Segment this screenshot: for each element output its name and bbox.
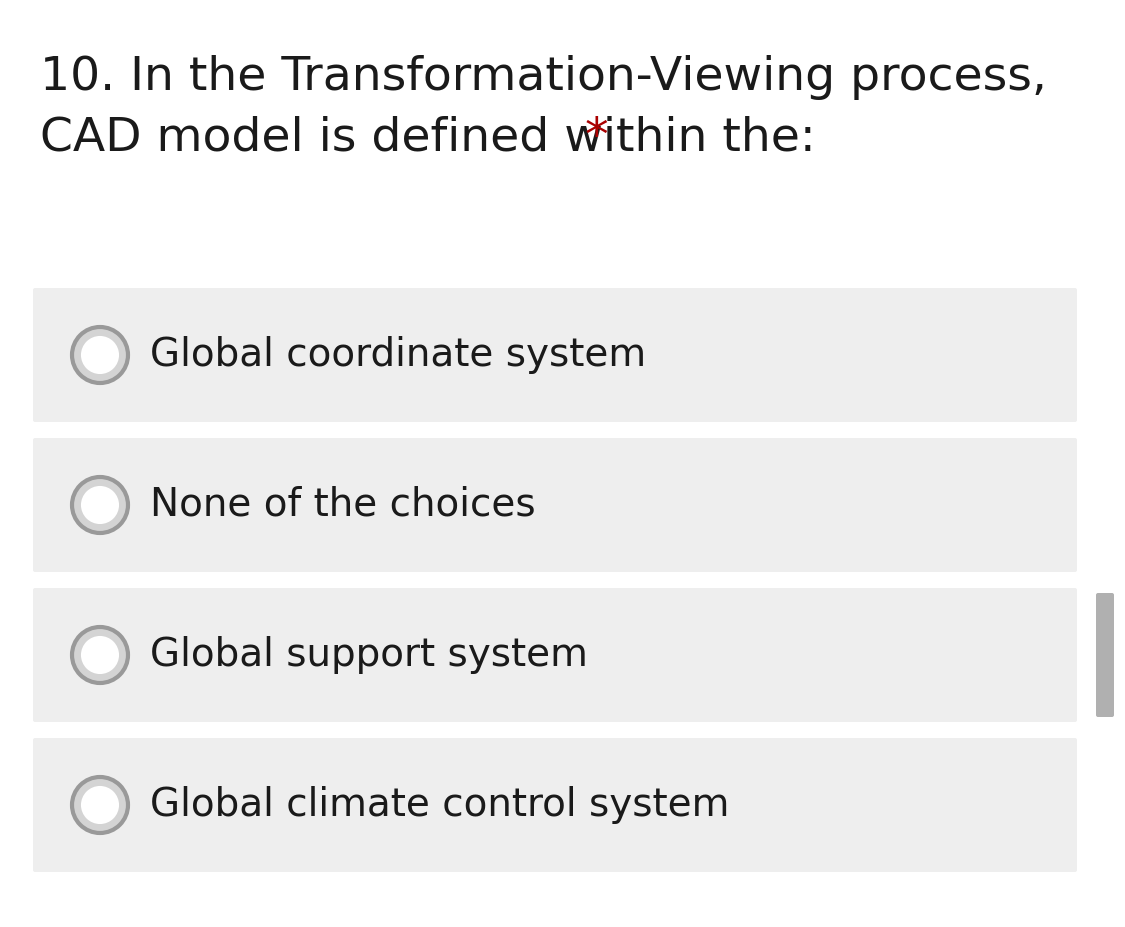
FancyBboxPatch shape xyxy=(33,588,1077,722)
Text: Global coordinate system: Global coordinate system xyxy=(150,336,646,374)
Ellipse shape xyxy=(72,477,128,533)
FancyBboxPatch shape xyxy=(1096,593,1114,717)
Ellipse shape xyxy=(72,777,128,833)
FancyBboxPatch shape xyxy=(33,438,1077,572)
Ellipse shape xyxy=(81,636,119,674)
Text: None of the choices: None of the choices xyxy=(150,486,536,524)
Text: CAD model is defined within the:: CAD model is defined within the: xyxy=(40,115,830,160)
Ellipse shape xyxy=(72,627,128,683)
Ellipse shape xyxy=(72,327,128,383)
Text: 10. In the Transformation-Viewing process,: 10. In the Transformation-Viewing proces… xyxy=(40,55,1047,100)
Text: Global climate control system: Global climate control system xyxy=(150,786,729,824)
FancyBboxPatch shape xyxy=(33,288,1077,422)
Text: Global support system: Global support system xyxy=(150,636,588,674)
Ellipse shape xyxy=(81,786,119,824)
Ellipse shape xyxy=(81,336,119,374)
Ellipse shape xyxy=(81,486,119,524)
FancyBboxPatch shape xyxy=(33,738,1077,872)
Text: *: * xyxy=(585,115,609,160)
